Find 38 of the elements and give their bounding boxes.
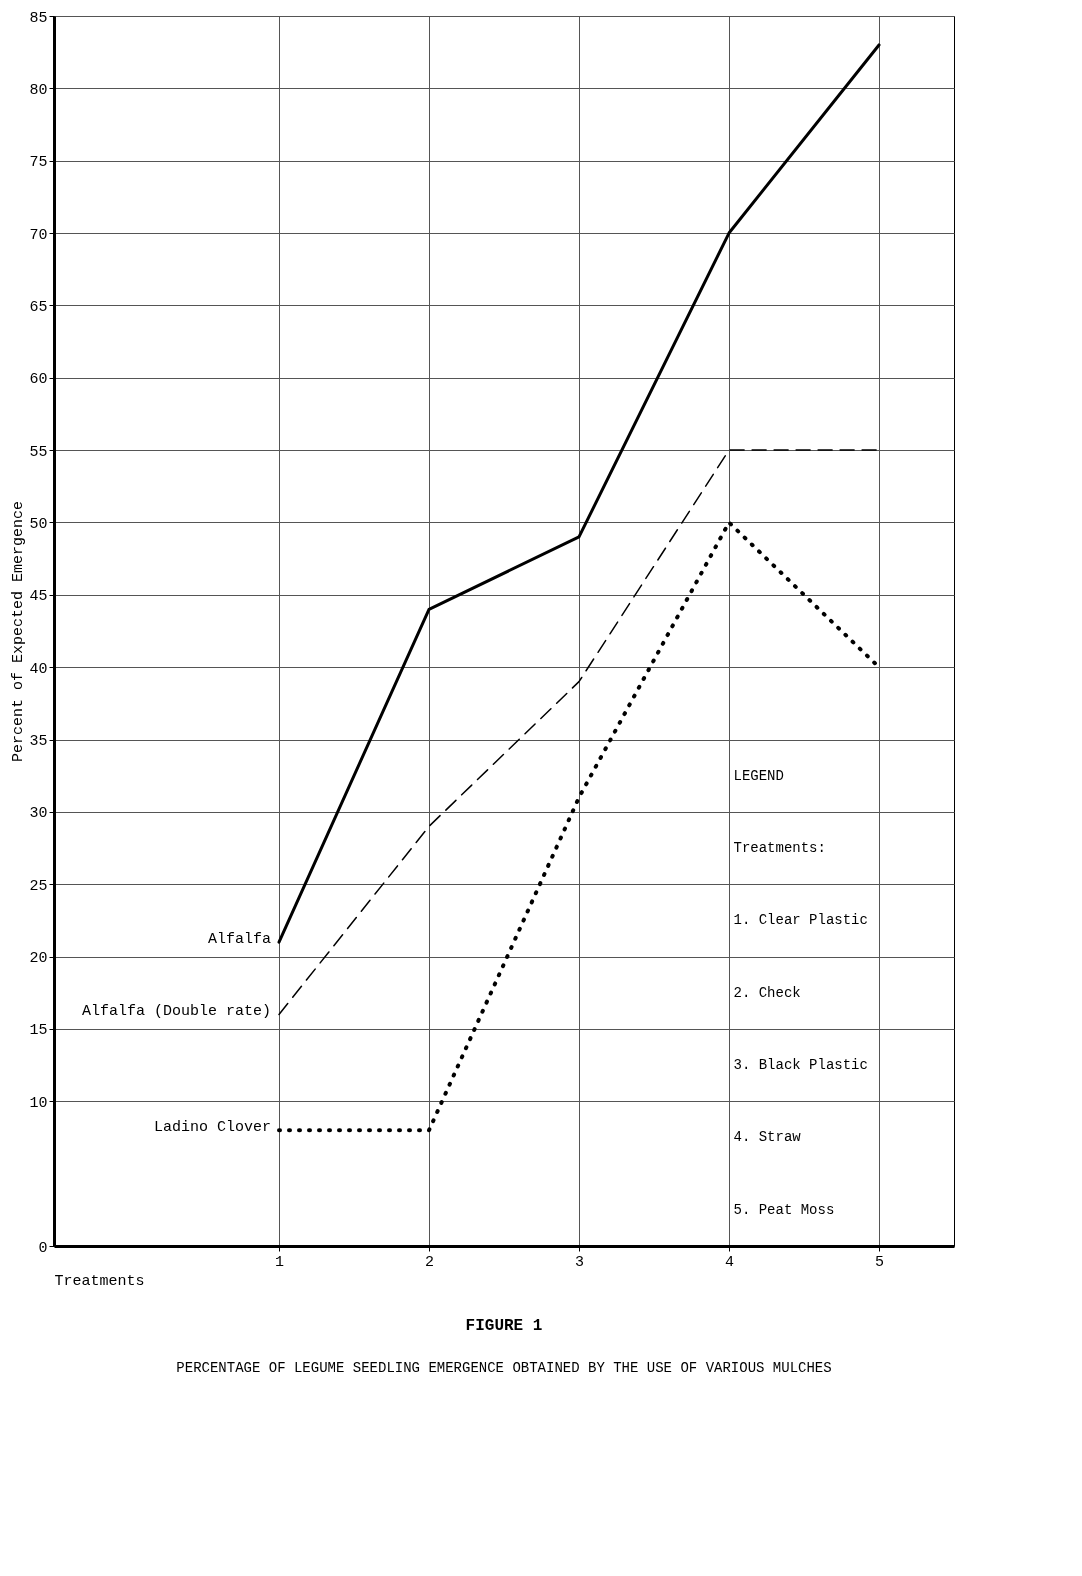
annotation: 2. Check — [733, 984, 801, 1001]
y-tick-label: 60 — [29, 371, 48, 389]
y-tick-label: 10 — [29, 1094, 48, 1112]
y-tick-label: 0 — [38, 1239, 48, 1257]
annotation: 5. Peat Moss — [733, 1201, 835, 1218]
y-tick-label: 40 — [29, 660, 48, 678]
y-tick-label: 85 — [29, 9, 48, 27]
annotation: 4. Straw — [733, 1129, 802, 1146]
line-series — [278, 449, 880, 1016]
series-label: Ladino Clover — [153, 1119, 271, 1137]
line-series — [277, 43, 881, 944]
y-tick-label: 30 — [29, 805, 48, 823]
annotation: Treatments: — [733, 840, 826, 857]
y-tick-label: 25 — [29, 877, 48, 895]
x-tick-label: 3 — [574, 1253, 585, 1271]
y-tick-label: 15 — [29, 1022, 48, 1040]
x-axis-title: Treatments — [54, 1272, 145, 1290]
y-tick-label: 45 — [29, 588, 48, 606]
y-tick-label: 35 — [29, 733, 48, 751]
y-axis-title: Percent of Expected Emergence — [10, 500, 28, 763]
x-tick-label: 1 — [274, 1253, 285, 1271]
x-tick-label: 4 — [724, 1253, 735, 1271]
series-label: Alfalfa — [207, 931, 271, 949]
text: PERCENTAGE OF LEGUME SEEDLING EMERGENCE OBTAINED BY THE USE OF VARIOUS MULCHES — [176, 1360, 832, 1376]
y-tick-label: 55 — [29, 443, 48, 461]
y-tick-label: 75 — [29, 154, 48, 172]
y-tick-label: 50 — [29, 515, 48, 533]
annotation: 1. Clear Plastic — [733, 912, 868, 929]
series-label: Alfalfa (Double rate) — [81, 1003, 271, 1021]
annotation: LEGEND — [733, 767, 784, 784]
y-tick-label: 80 — [29, 81, 48, 99]
y-tick-label: 65 — [29, 298, 48, 316]
annotation: 3. Black Plastic — [733, 1057, 868, 1074]
text: FIGURE 1 — [465, 1317, 543, 1335]
y-tick-label: 20 — [29, 950, 48, 968]
x-tick-label: 2 — [424, 1253, 435, 1271]
y-tick-label: 70 — [29, 226, 48, 244]
x-tick-label: 5 — [874, 1253, 885, 1271]
